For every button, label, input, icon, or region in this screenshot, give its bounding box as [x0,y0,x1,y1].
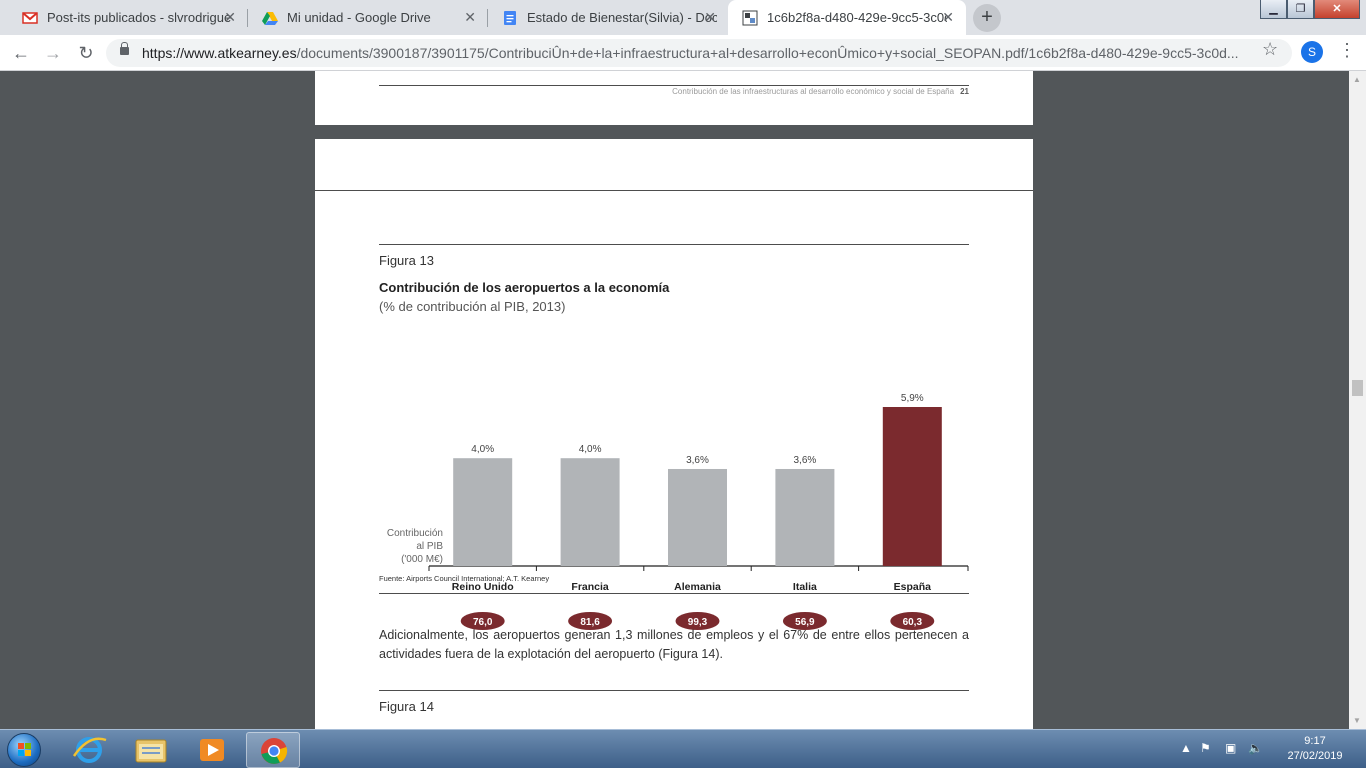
new-tab-button[interactable]: + [973,4,1001,32]
pdf-file-icon [742,10,758,26]
data-label: 3,6% [794,455,817,466]
tab-title: 1c6b2f8a-d480-429e-9cc5-3c0d [767,10,947,25]
figure-subtitle: (% de contribución al PIB, 2013) [379,299,566,314]
figure-title: Contribución de los aeropuertos a la eco… [379,280,670,295]
scroll-down-icon[interactable]: ▼ [1353,716,1361,725]
pdf-viewer[interactable]: Contribución de las infraestructuras al … [0,71,1349,729]
action-center-flag-icon[interactable]: ⚑ [1200,741,1211,755]
running-head: Contribución de las infraestructuras al … [672,87,969,96]
forward-arrow-icon[interactable]: → [44,43,62,63]
tab-title: Estado de Bienestar(Silvia) - Doc [527,10,717,25]
bar [882,407,942,566]
scroll-up-icon[interactable]: ▲ [1353,75,1361,84]
clock-date: 27/02/2019 [1287,750,1343,762]
tab-pdf-active[interactable]: 1c6b2f8a-d480-429e-9cc5-3c0d ✕ [728,0,966,35]
bar [560,458,620,566]
figure-label: Figura 14 [379,699,434,714]
back-arrow-icon[interactable]: ← [12,43,30,63]
network-icon[interactable]: ▣ [1225,741,1237,755]
close-icon[interactable]: ✕ [942,9,954,25]
system-clock[interactable]: 9:17 27/02/2019 [1280,734,1350,764]
start-button[interactable] [7,733,41,767]
pib-badge [460,612,505,630]
data-label: 3,6% [686,455,709,466]
pib-badge [675,612,720,630]
rule [379,85,969,86]
url-text[interactable]: https://www.atkearney.es/documents/39001… [142,45,1239,61]
minimize-button[interactable]: ▁ [1260,0,1287,19]
internet-explorer-icon[interactable] [62,732,116,768]
figure-label: Figura 13 [379,253,434,268]
maximize-button[interactable]: ❐ [1287,0,1314,19]
tab-strip: Post-its publicados - slvrodrigue ✕ Mi u… [0,0,1366,35]
pib-value: 60,3 [903,617,923,628]
windows-logo-icon [18,743,32,757]
category-label: Alemania [674,581,721,593]
rule [379,244,969,245]
pib-value: 76,0 [473,617,493,628]
data-label: 4,0% [579,444,602,455]
figure-source: Fuente: Airports Council International; … [379,574,550,583]
bar-chart: 4,0% Reino Unido 76,0 4,0% Francia 81,6 3,6% Al… [428,393,969,630]
profile-avatar[interactable]: S [1301,41,1323,63]
pib-value: 56,9 [795,617,815,628]
category-label: Francia [571,581,609,593]
lock-icon [120,42,129,55]
chrome-icon[interactable] [246,732,300,768]
bookmark-star-icon[interactable]: ☆ [1262,39,1279,59]
media-player-icon[interactable] [185,732,239,768]
close-icon[interactable]: ✕ [224,9,236,25]
tray-chevron-icon[interactable]: ▲ [1180,741,1192,755]
bar [453,458,513,566]
pib-badge [890,612,935,630]
category-label: Reino Unido [452,581,514,593]
pib-value: 81,6 [580,617,600,628]
bar [668,468,727,566]
close-window-button[interactable]: ✕ [1314,0,1360,19]
close-icon[interactable]: ✕ [464,9,476,25]
data-label: 4,0% [471,444,494,455]
scrollbar-thumb[interactable] [1352,380,1363,396]
window-controls: ▁ ❐ ✕ [1260,0,1360,20]
category-label: España [894,581,932,593]
data-label: 5,9% [901,393,924,404]
close-icon[interactable]: ✕ [704,9,716,25]
taskbar: ▲ ⚑ ▣ 🔈 9:17 27/02/2019 [0,729,1366,768]
tab-title: Mi unidad - Google Drive [287,10,431,25]
address-bar[interactable]: https://www.atkearney.es/documents/39001… [106,39,1292,67]
pib-value: 99,3 [688,617,708,628]
more-menu-icon[interactable]: ⋮ [1338,40,1356,60]
vertical-scrollbar[interactable]: ▲ ▼ [1349,71,1366,729]
pib-badge [782,612,827,630]
pib-row-label: Contribución al PIB ('000 M€) [386,528,443,565]
category-label: Italia [793,581,817,593]
tab-gmail[interactable]: Post-its publicados - slvrodrigue ✕ [8,0,248,35]
reload-icon[interactable]: ↻ [78,43,94,63]
clock-time: 9:17 [1304,735,1326,747]
file-explorer-icon[interactable] [124,732,178,768]
bar [775,468,835,566]
google-drive-icon [262,10,278,26]
body-paragraph: Adicionalmente, los aeropuertos generan … [379,628,969,661]
pdf-page: Figura 13 Contribución de los aeropuerto… [315,139,1033,729]
google-docs-icon [502,10,518,26]
pdf-page: Contribución de las infraestructuras al … [315,71,1033,125]
rule [379,593,969,594]
header-rule [315,190,1033,191]
rule [379,690,969,691]
pib-badge [568,612,613,630]
page-number: 21 [960,87,969,96]
volume-muted-icon[interactable]: 🔈 [1248,741,1263,755]
tab-google-drive[interactable]: Mi unidad - Google Drive ✕ [248,0,488,35]
gmail-icon [22,10,38,26]
browser-toolbar: ← → ↻ https://www.atkearney.es/documents… [0,35,1366,71]
tab-title: Post-its publicados - slvrodrigue [47,10,232,25]
tab-google-docs[interactable]: Estado de Bienestar(Silvia) - Doc ✕ [488,0,728,35]
